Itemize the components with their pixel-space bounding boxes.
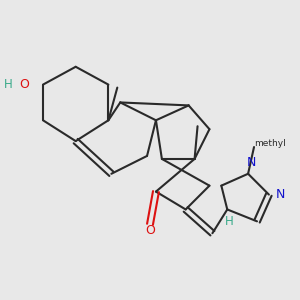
Text: H: H <box>224 215 233 228</box>
Text: H: H <box>4 78 12 91</box>
Text: N: N <box>275 188 285 201</box>
Text: O: O <box>20 78 29 91</box>
Text: methyl: methyl <box>254 139 286 148</box>
Text: N: N <box>247 156 256 169</box>
Text: O: O <box>145 224 155 237</box>
